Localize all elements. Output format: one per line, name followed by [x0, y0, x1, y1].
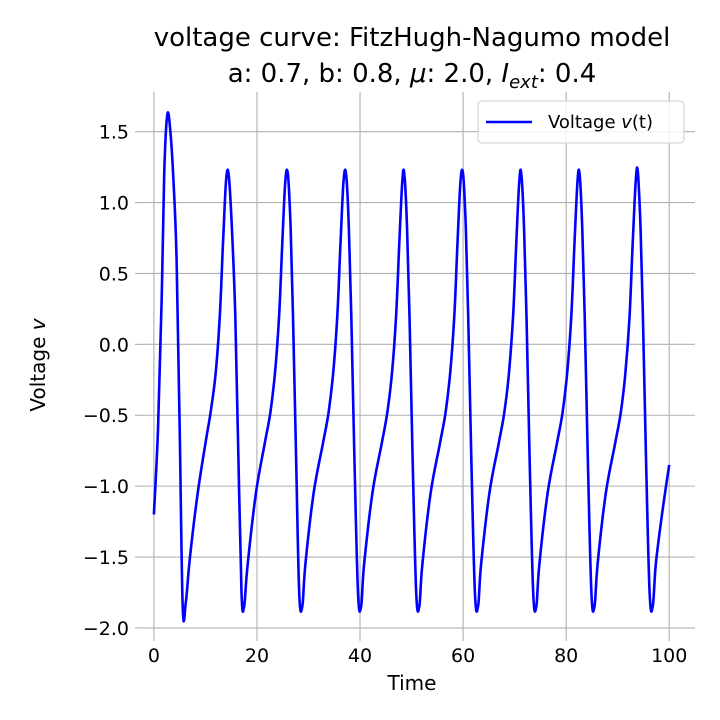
legend-box: [477, 100, 685, 144]
x-tick-label: 40: [348, 645, 372, 667]
x-tick-label: 80: [554, 645, 578, 667]
title-params-a-b: a: 0.7, b: 0.8,: [228, 59, 410, 89]
legend-label-variable: v: [621, 112, 632, 133]
y-tick-label: −0.5: [83, 405, 129, 427]
voltage-series-line: [152, 111, 671, 623]
legend-label-suffix: (t): [632, 112, 653, 133]
y-tick-label: 1.5: [99, 122, 129, 144]
grid-lines: [141, 92, 695, 635]
x-tick-label: 100: [651, 645, 687, 667]
legend: Voltage v(t): [477, 100, 685, 144]
x-tick-label: 0: [148, 645, 160, 667]
x-axis-label: Time: [387, 671, 437, 695]
y-tick-label: −1.0: [83, 476, 129, 498]
y-tick-label: 1.0: [99, 193, 129, 215]
y-tick-label: 0.0: [99, 334, 129, 356]
chart-title-line-2: a: 0.7, b: 0.8, μ: 2.0, Iext: 0.4: [228, 59, 597, 93]
y-axis-label: Voltage v: [26, 317, 50, 411]
y-tick-label: 0.5: [99, 263, 129, 285]
y-axis-label-variable: v: [26, 317, 50, 330]
x-tick-label: 60: [451, 645, 475, 667]
title-mu-symbol: μ: [409, 59, 427, 89]
legend-label-prefix: Voltage: [548, 112, 621, 133]
y-tick-label: −1.5: [83, 547, 129, 569]
chart-title-line-1: voltage curve: FitzHugh-Nagumo model: [154, 23, 671, 53]
title-ext-subscript: ext: [509, 72, 539, 93]
x-axis-ticks: 0 20 40 60 80 100: [148, 635, 687, 667]
x-tick-label: 20: [245, 645, 269, 667]
title-i-value: : 0.4: [538, 59, 596, 89]
y-axis-ticks: −2.0 −1.5 −1.0 −0.5 0.0 0.5 1.0 1.5: [83, 122, 141, 640]
legend-label: Voltage v(t): [548, 112, 653, 133]
y-axis-label-text: Voltage: [26, 337, 50, 412]
title-params-mu-value: : 2.0,: [427, 59, 502, 89]
title-i-symbol: I: [501, 59, 509, 89]
y-tick-label: −2.0: [83, 618, 129, 640]
